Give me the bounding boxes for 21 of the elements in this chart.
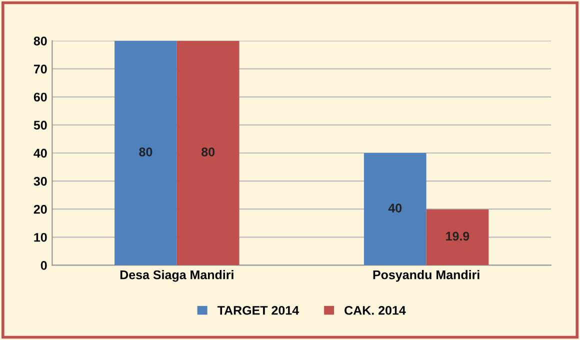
y-tick-label: 20 (34, 204, 47, 214)
legend-label: CAK. 2014 (344, 306, 406, 315)
y-tick-label: 80 (34, 36, 47, 46)
bar (426, 209, 489, 266)
data-label: 19.9 (446, 232, 470, 241)
y-tick-label: 40 (34, 148, 47, 158)
y-tick-label: 30 (34, 176, 47, 186)
data-label: 80 (202, 148, 215, 156)
y-tick-label: 60 (34, 92, 47, 102)
x-tick-label: Posyandu Mandiri (373, 270, 480, 282)
legend-label: TARGET 2014 (217, 306, 299, 315)
bar (114, 40, 177, 266)
x-tick-label: Desa Siaga Mandiri (120, 270, 234, 282)
y-tick-label: 10 (34, 232, 47, 242)
y-tick-label: 50 (34, 120, 47, 130)
y-tick-label: 70 (34, 64, 47, 74)
data-label: 40 (388, 204, 402, 212)
data-label: 80 (139, 148, 152, 156)
bar (176, 40, 240, 266)
bar (364, 153, 426, 266)
y-tick-label: 0 (40, 261, 47, 270)
